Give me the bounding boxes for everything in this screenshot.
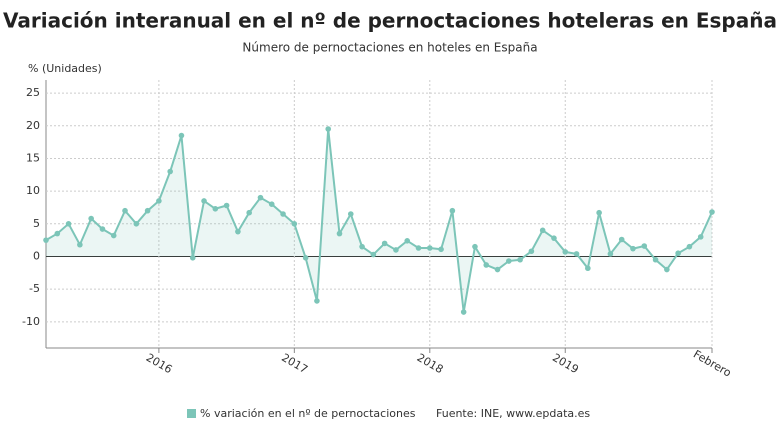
x-tick-label: 2018 — [415, 351, 446, 376]
point — [156, 198, 162, 204]
point — [562, 249, 569, 255]
legend-swatch — [187, 409, 196, 418]
point — [43, 237, 49, 243]
point — [77, 241, 83, 248]
source: Fuente: INE, www.epdata.es — [436, 407, 590, 420]
y-axis-label: % (Unidades) — [28, 62, 102, 75]
point — [686, 243, 693, 250]
point — [460, 309, 467, 315]
point — [641, 243, 648, 249]
point — [426, 245, 433, 251]
point — [697, 234, 704, 240]
point — [494, 266, 501, 273]
point — [280, 211, 286, 217]
y-tick-label: 0 — [33, 249, 40, 262]
point — [268, 201, 275, 207]
y-tick-label: 5 — [33, 217, 40, 230]
point — [449, 207, 456, 214]
point — [472, 243, 478, 250]
point — [675, 250, 681, 257]
point — [596, 209, 602, 216]
point — [257, 194, 264, 201]
x-tick-label: 2019 — [550, 351, 581, 376]
point — [359, 243, 365, 250]
point — [347, 211, 354, 217]
y-tick-label: -5 — [29, 282, 40, 295]
point — [483, 262, 490, 268]
point — [314, 298, 320, 304]
point — [607, 251, 614, 257]
x-tick-label: 2016 — [144, 351, 175, 376]
point — [664, 266, 670, 273]
point — [573, 251, 580, 257]
point — [212, 205, 219, 212]
y-tick-label: 20 — [26, 119, 40, 132]
point — [88, 215, 94, 222]
point — [167, 168, 173, 175]
point — [110, 232, 117, 239]
point — [235, 228, 241, 235]
y-tick-label: 25 — [26, 86, 40, 99]
point — [336, 230, 343, 237]
x-tick-label: 2017 — [279, 351, 310, 376]
point — [246, 209, 252, 216]
chart-subtitle: Número de pernoctaciones en hoteles en E… — [242, 41, 537, 55]
point — [506, 258, 512, 264]
point — [65, 221, 72, 227]
point — [178, 132, 185, 139]
point — [189, 254, 196, 261]
point — [133, 221, 140, 227]
point — [370, 251, 377, 258]
point — [709, 209, 715, 215]
y-tick-label: 15 — [26, 151, 40, 164]
point — [99, 226, 106, 232]
point — [539, 227, 546, 234]
point — [585, 265, 591, 272]
point — [517, 256, 523, 263]
point — [201, 198, 207, 204]
point — [551, 235, 557, 241]
point — [652, 256, 659, 263]
point — [438, 246, 444, 253]
area — [46, 129, 712, 313]
y-tick-label: -10 — [22, 315, 40, 328]
point — [122, 207, 128, 214]
legend-label: % variación en el nº de pernoctaciones — [200, 407, 416, 420]
point — [291, 221, 298, 227]
point — [528, 248, 535, 255]
point — [54, 230, 61, 237]
point — [325, 126, 332, 132]
point — [144, 207, 151, 214]
point — [618, 236, 625, 243]
chart-title: Variación interanual en el nº de pernoct… — [3, 9, 777, 33]
point — [223, 202, 230, 209]
point — [415, 245, 422, 251]
y-tick-label: 10 — [26, 184, 40, 197]
point — [404, 238, 411, 244]
point — [381, 240, 388, 247]
point — [630, 245, 636, 252]
point — [393, 247, 399, 253]
point — [302, 254, 309, 261]
